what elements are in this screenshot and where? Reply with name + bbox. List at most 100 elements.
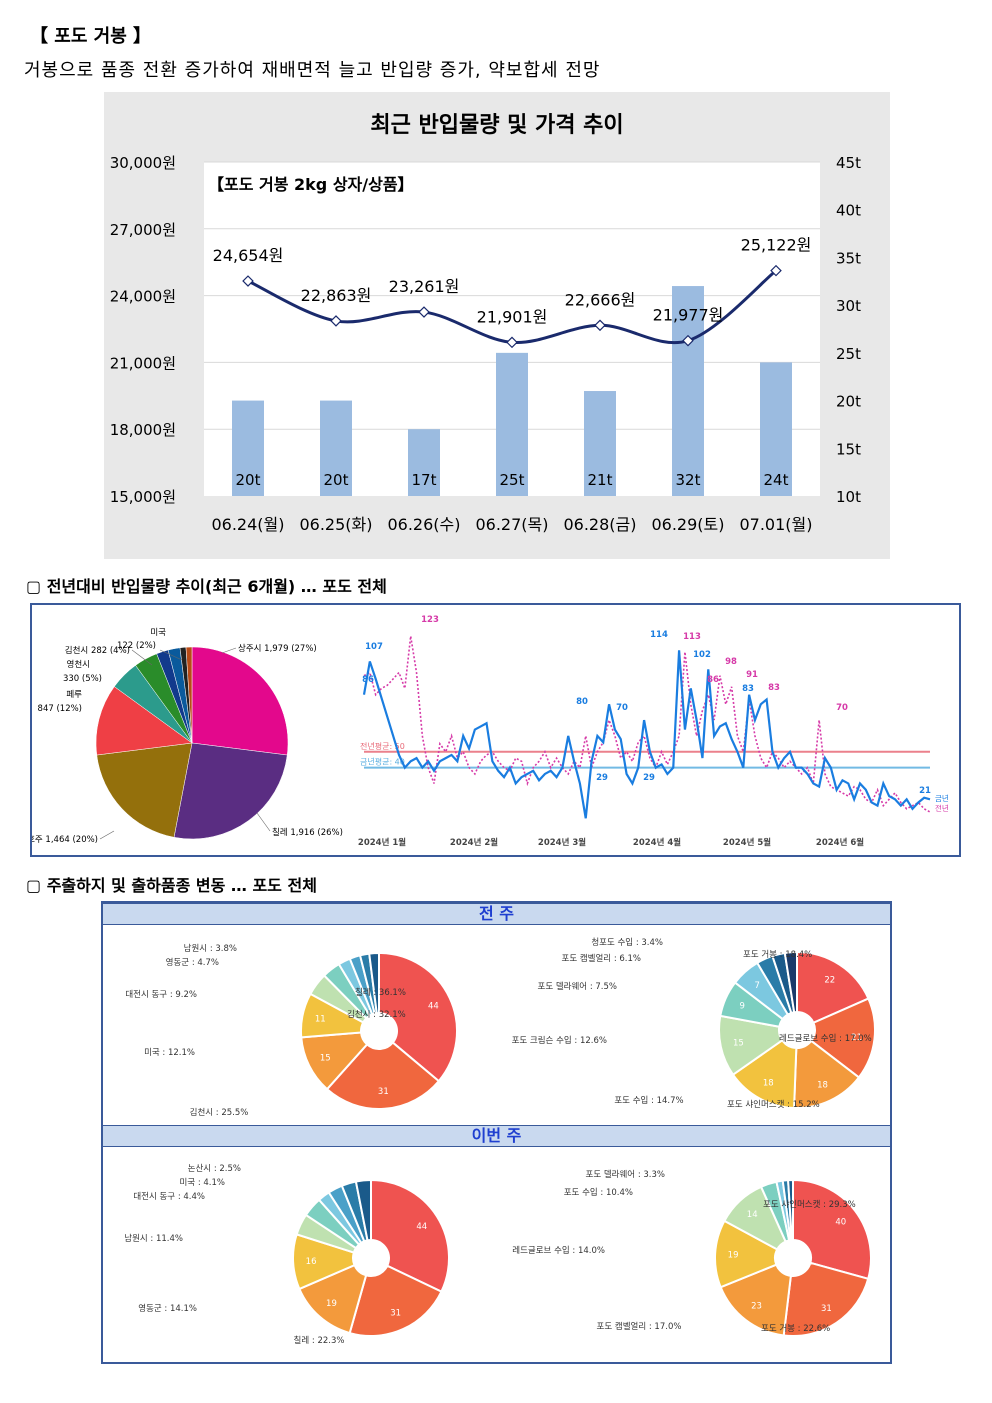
donut-slice-value: 22	[824, 976, 835, 986]
right-tick-label: 45t	[836, 154, 861, 172]
donut-label: 레드글로브 수입 : 17.0%	[779, 1034, 872, 1044]
peak-label: 123	[421, 615, 439, 625]
peak-label: 86	[707, 675, 719, 685]
donut-label: 포도 캠벨얼리 : 17.0%	[597, 1321, 682, 1332]
right-tick-label: 15t	[836, 440, 861, 458]
band-prev-week: 전 주	[103, 903, 890, 925]
donut-label: 포도 델라웨어 : 7.5%	[538, 981, 618, 992]
donut-slice-value: 44	[416, 1222, 427, 1232]
volume-bar-label: 17t	[412, 471, 437, 489]
donut-slice-value: 40	[835, 1218, 846, 1228]
volume-bar	[232, 400, 264, 496]
donut-label: 칠레 : 36.1%	[355, 988, 406, 998]
right-tick-label: 20t	[836, 393, 861, 411]
page-subtitle: 거봉으로 품종 전환 증가하여 재배면적 늘고 반입량 증가, 약보합세 전망	[24, 60, 601, 81]
donut-slice	[792, 1178, 872, 1281]
peak-label: 83	[742, 684, 754, 694]
donut-slice-value: 19	[326, 1299, 337, 1309]
peak-label: 113	[683, 632, 701, 642]
x-tick-label: 2024년 5월	[723, 837, 771, 848]
donut-slice-value: 9	[739, 1002, 744, 1012]
pie-label: 122 (2%)	[117, 641, 156, 651]
volume-bar	[320, 400, 352, 496]
pie-leader-line	[131, 649, 153, 666]
pie-label: 330 (5%)	[63, 674, 102, 684]
chart-title: 최근 반입물량 및 가격 추이	[370, 113, 623, 138]
donut-label: 대전시 동구 : 4.4%	[133, 1191, 205, 1202]
donut-slice	[378, 951, 458, 1083]
donut-label: 포도 캠벨얼리 : 6.1%	[562, 953, 642, 964]
peak-label: 114	[650, 630, 668, 640]
price-label: 23,261원	[389, 277, 460, 296]
donut-slice-value: 31	[390, 1309, 401, 1319]
right-tick-label: 30t	[836, 297, 861, 315]
left-tick-label: 24,000원	[110, 288, 176, 306]
pie-slice	[95, 686, 193, 756]
donut-label: 포도 거봉 : 18.4%	[743, 950, 812, 960]
volume-trend-svg: 상주시 1,979 (27%) 칠레 1,916 (26%) 호주 1,464 (2…	[27, 615, 949, 848]
donut-slice	[731, 1038, 798, 1109]
chart-inner-label: 【포도 거봉 2kg 상자/상품】	[208, 175, 414, 194]
donut-label: 남원시 : 3.8%	[184, 944, 237, 954]
volume-bar-label: 20t	[236, 471, 261, 489]
pie-leader-line	[256, 812, 271, 832]
pie-slice	[185, 646, 193, 744]
pie-leader-line	[159, 649, 183, 661]
donut-label: 논산시 : 2.5%	[188, 1163, 241, 1174]
right-tick-label: 10t	[836, 488, 861, 506]
x-tick-label: 07.01(월)	[739, 515, 812, 534]
volume-bar	[760, 362, 792, 496]
x-tick-label: 06.29(토)	[651, 515, 724, 534]
origin-variety-panel: 전 주 이번 주 44 31 15 11 칠레 : 36.1% 김천시 : 25.5% 미국…	[101, 901, 892, 1364]
donut-slice-value: 14	[747, 1210, 758, 1220]
price-label: 22,666원	[565, 290, 636, 309]
x-tick-label: 06.28(금)	[563, 515, 636, 534]
peak-label: 29	[596, 773, 608, 783]
volume-bar	[672, 286, 704, 496]
price-point	[770, 264, 782, 277]
peak-label: 98	[725, 657, 737, 667]
price-point	[242, 275, 254, 287]
volume-bar	[496, 352, 528, 496]
volume-bar-label: 21t	[588, 471, 613, 489]
pie-slice	[191, 646, 289, 756]
price-volume-chart: 최근 반입물량 및 가격 추이 【포도 거봉 2kg 상자/상품】 15,000원 1…	[104, 92, 890, 559]
peak-label: 29	[643, 773, 655, 783]
donut-slice	[793, 1039, 861, 1109]
price-point	[594, 319, 606, 332]
donut-slice	[787, 1178, 794, 1242]
donut-label: 미국 : 4.1%	[179, 1178, 225, 1188]
peak-label: 83	[768, 683, 780, 693]
x-tick-label: 06.26(수)	[387, 515, 460, 534]
donut-label: 대전시 동구 : 9.2%	[125, 989, 197, 1000]
volume-bar-label: 32t	[676, 471, 701, 489]
pie-slice	[96, 742, 193, 838]
donut-slice-value: 19	[728, 1251, 739, 1261]
pie-label: 영천시	[67, 659, 90, 670]
donut-label: 청포도 수입 : 3.4%	[591, 938, 663, 948]
volume-trend-panel: 상주시 1,979 (27%) 칠레 1,916 (26%) 호주 1,464 (2…	[27, 603, 961, 857]
donut-slice	[300, 1031, 369, 1091]
donut-label: 포도 델라웨어 : 3.3%	[586, 1169, 666, 1180]
price-volume-svg: 최근 반입물량 및 가격 추이 【포도 거봉 2kg 상자/상품】 15,000원 1…	[110, 113, 861, 534]
peak-label: 107	[365, 642, 383, 652]
donut-label: 김천시 : 25.5%	[190, 1107, 249, 1118]
donut-slice-value: 11	[315, 1015, 326, 1025]
left-tick-label: 21,000원	[110, 354, 176, 372]
right-tick-label: 25t	[836, 345, 861, 363]
donut-slice-value: 31	[378, 1087, 389, 1097]
donut-slice	[354, 1178, 372, 1242]
donut-label: 포도 수입 : 14.7%	[614, 1096, 683, 1106]
x-tick-label: 06.25(화)	[299, 515, 372, 534]
donut-slice	[370, 1178, 450, 1293]
right-tick-label: 40t	[836, 202, 861, 220]
price-label: 22,863원	[301, 286, 372, 305]
donut-charts-svg: 44 31 15 11 칠레 : 36.1% 김천시 : 25.5% 미국 : 12.1% 대…	[124, 938, 876, 1346]
donut-label: 영동군 : 4.7%	[166, 957, 219, 968]
volume-bar	[584, 391, 616, 496]
donut-label: 칠레 : 22.3%	[294, 1336, 345, 1346]
donut-slice-value: 21	[851, 1033, 862, 1043]
peak-label: 70	[836, 703, 848, 713]
pie-label: 페루	[66, 689, 82, 700]
reference-line-label: 전년평균: 50	[360, 741, 405, 751]
